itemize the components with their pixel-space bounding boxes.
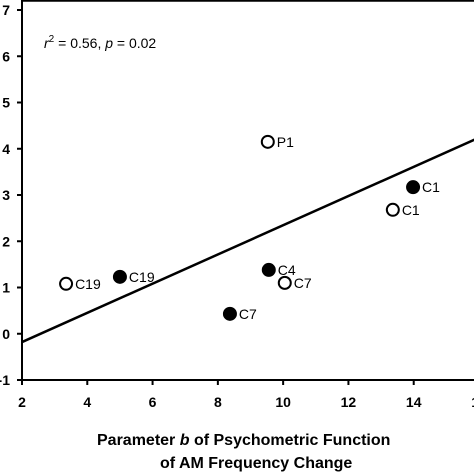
y-tick-label: 3: [2, 187, 10, 203]
y-tick-label: 2: [2, 233, 10, 249]
y-tick-label: -1: [0, 372, 10, 388]
x-tick-label: 16: [471, 394, 474, 410]
x-tick-label: 4: [83, 394, 91, 410]
annotation: r2 = 0.56, p = 0.02: [44, 34, 156, 51]
y-tick-label: 4: [2, 141, 10, 157]
y-tick-label: 5: [2, 95, 10, 111]
x-tick-label: 10: [275, 394, 291, 410]
point: [261, 262, 276, 277]
point-label: C19: [129, 269, 155, 285]
x-axis-title: Parameter b of Psychometric Function: [97, 432, 390, 449]
y-tick-label: 6: [2, 48, 10, 64]
point: [59, 276, 74, 291]
plot-frame: [21, 0, 474, 381]
annotation-p: p: [104, 35, 113, 51]
y-tick-label: 1: [2, 280, 10, 296]
annotation-sup: 2: [49, 34, 55, 45]
point-label: C1: [422, 179, 440, 195]
annotation-p-text: = 0.02: [113, 35, 156, 51]
point-label: C1: [402, 202, 420, 218]
x-tick-label: 2: [18, 394, 26, 410]
point: [385, 202, 400, 217]
point-label: C4: [278, 262, 296, 278]
annotation-r-text: = 0.56,: [54, 35, 105, 51]
point-label: P1: [277, 134, 294, 150]
annotation-r: r: [44, 35, 50, 51]
x-tick-label: 12: [341, 394, 357, 410]
point-label: C19: [75, 276, 101, 292]
point: [406, 180, 421, 195]
y-tick-label: 0: [2, 326, 10, 342]
x-axis-title-part: Parameter: [97, 432, 180, 449]
point: [260, 134, 275, 149]
trend-line: [21, 138, 474, 344]
y-tick-label: 7: [2, 2, 10, 18]
x-axis-title-part: b: [180, 432, 190, 449]
point: [222, 306, 237, 321]
point: [277, 275, 292, 290]
point: [112, 269, 127, 284]
x-axis-title: of AM Frequency Change: [160, 455, 352, 472]
x-tick-label: 14: [406, 394, 422, 410]
x-axis-title-part: of Psychometric Function: [190, 432, 391, 449]
point-label: C7: [294, 275, 312, 291]
point-label: C7: [239, 306, 257, 322]
x-tick-label: 6: [149, 394, 157, 410]
x-tick-label: 8: [214, 394, 222, 410]
